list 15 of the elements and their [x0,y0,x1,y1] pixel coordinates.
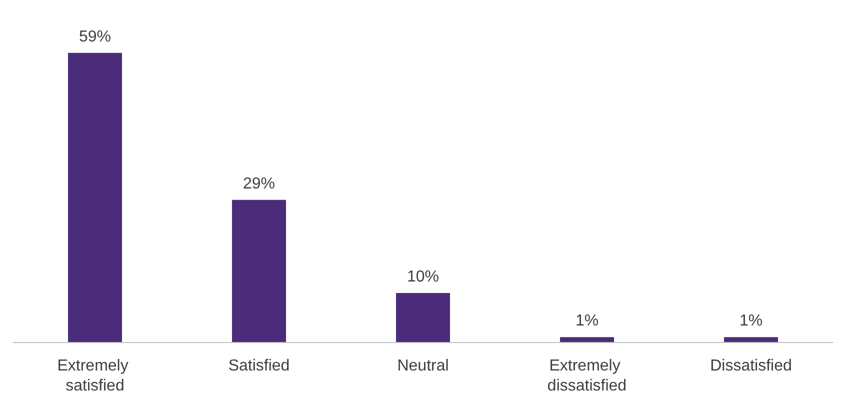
x-tick-label: Satisfied [228,358,290,374]
data-label: 10% [406,268,440,286]
bar [68,52,122,342]
data-label: 1% [575,312,599,330]
data-label: 29% [242,175,276,192]
bar [396,293,450,342]
x-tick-label: Neutral [397,358,449,374]
bar [724,337,778,342]
bar [560,337,614,342]
data-label: 59% [78,28,112,46]
x-tick-label: Dissatisfied [710,358,792,374]
data-label: 1% [739,312,763,330]
x-tick-label: Extremely satisfied [57,358,133,394]
bar [232,200,286,342]
x-tick-label: Extremely dissatisfied [547,358,627,394]
